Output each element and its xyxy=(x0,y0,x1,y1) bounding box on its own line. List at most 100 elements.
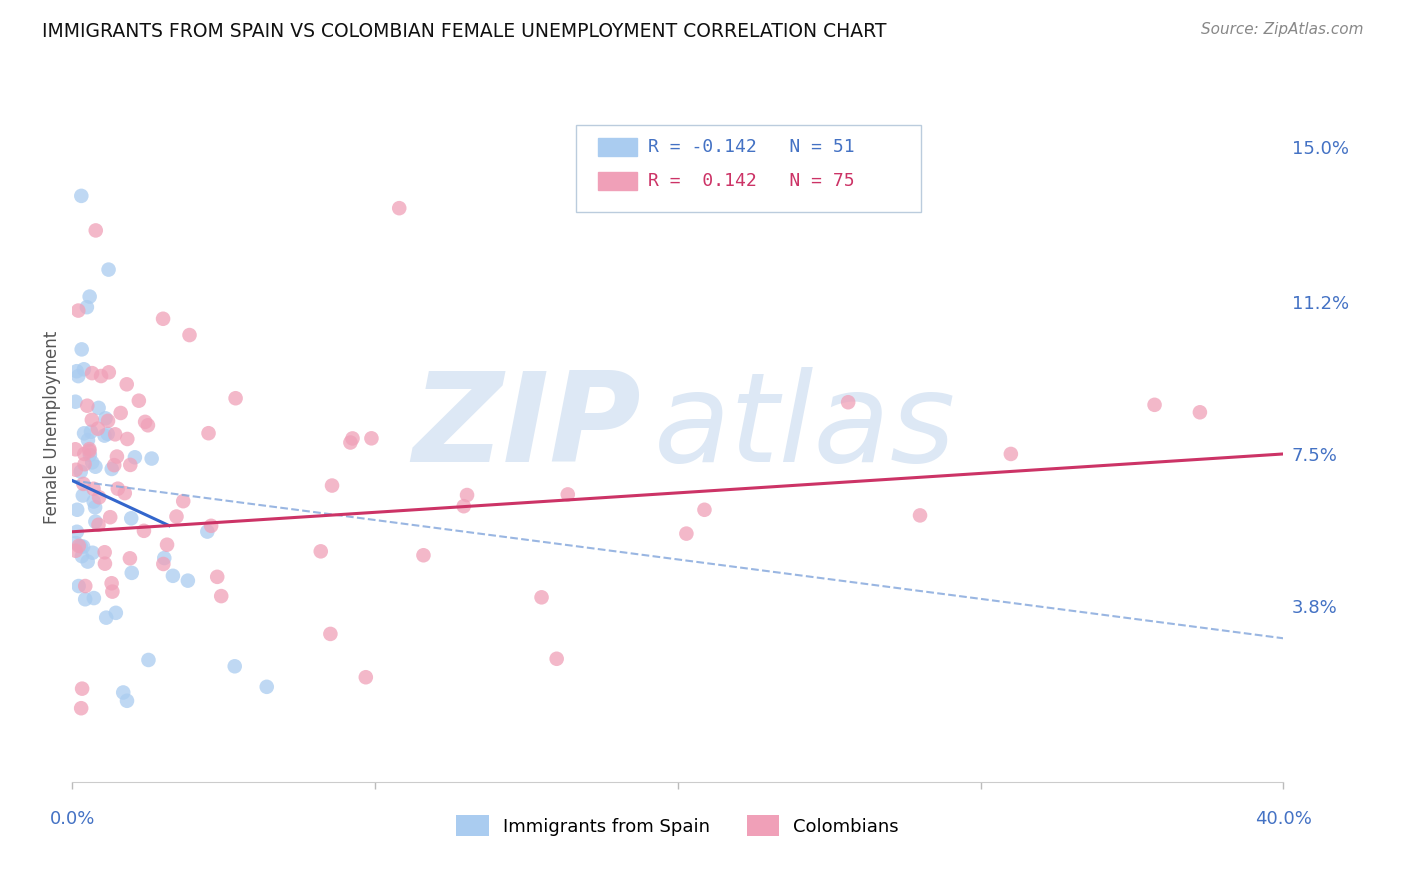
Point xyxy=(1000,447,1022,461)
Point xyxy=(412,548,434,562)
Point xyxy=(153,551,176,566)
Point xyxy=(70,343,93,357)
Point xyxy=(162,569,184,583)
Point xyxy=(136,418,159,433)
Point xyxy=(87,517,110,532)
Point xyxy=(93,545,115,559)
Point xyxy=(94,411,117,425)
Point xyxy=(75,592,97,607)
Point xyxy=(76,300,98,314)
Point xyxy=(156,538,179,552)
Point xyxy=(93,428,115,442)
Point xyxy=(195,524,218,539)
Point xyxy=(97,414,120,428)
Point xyxy=(557,487,579,501)
Point xyxy=(118,551,141,566)
Point xyxy=(321,478,343,492)
Text: Source: ZipAtlas.com: Source: ZipAtlas.com xyxy=(1201,22,1364,37)
Point xyxy=(112,685,135,699)
Point xyxy=(546,652,568,666)
Point xyxy=(69,465,91,479)
Point xyxy=(96,610,118,624)
Point xyxy=(152,311,174,326)
Point xyxy=(67,369,90,384)
Text: IMMIGRANTS FROM SPAIN VS COLOMBIAN FEMALE UNEMPLOYMENT CORRELATION CHART: IMMIGRANTS FROM SPAIN VS COLOMBIAN FEMAL… xyxy=(42,22,887,41)
Point xyxy=(104,606,127,620)
Point xyxy=(72,488,94,502)
Point xyxy=(67,303,90,318)
Point xyxy=(83,482,105,496)
Point xyxy=(693,502,716,516)
Point xyxy=(453,499,475,513)
Text: 0.0%: 0.0% xyxy=(49,810,96,828)
Point xyxy=(82,455,104,469)
Point xyxy=(73,362,96,376)
Point xyxy=(97,426,120,441)
Point xyxy=(82,546,104,560)
Point xyxy=(100,462,122,476)
Point xyxy=(76,399,98,413)
Point xyxy=(141,451,163,466)
Point xyxy=(79,444,101,458)
Point xyxy=(67,579,90,593)
Point xyxy=(87,401,110,415)
Point xyxy=(65,442,87,457)
Point xyxy=(75,579,97,593)
Point xyxy=(104,427,127,442)
Point xyxy=(70,701,93,715)
Point xyxy=(120,458,142,472)
Point xyxy=(121,566,143,580)
Point xyxy=(80,413,103,427)
Point xyxy=(65,394,87,409)
Point xyxy=(79,289,101,303)
Point xyxy=(256,680,278,694)
Point xyxy=(94,557,117,571)
Point xyxy=(80,425,103,439)
Point xyxy=(342,432,364,446)
Point xyxy=(66,524,89,539)
Point xyxy=(110,406,132,420)
Point xyxy=(319,627,342,641)
Text: R =  0.142   N = 75: R = 0.142 N = 75 xyxy=(648,172,855,190)
Point xyxy=(115,694,138,708)
Point xyxy=(69,539,91,553)
Point xyxy=(114,486,136,500)
Point xyxy=(87,422,110,436)
Point xyxy=(72,540,94,554)
Point xyxy=(101,584,124,599)
Point xyxy=(205,570,228,584)
Point xyxy=(67,539,90,553)
Point xyxy=(73,426,96,441)
Point xyxy=(87,491,110,505)
Point xyxy=(179,328,201,343)
Point xyxy=(70,189,93,203)
Point xyxy=(132,524,155,538)
Point xyxy=(90,369,112,384)
Point xyxy=(100,576,122,591)
Point xyxy=(166,509,188,524)
Point xyxy=(1188,405,1211,419)
Point xyxy=(65,463,87,477)
Point xyxy=(65,543,87,558)
Point xyxy=(1143,398,1166,412)
Point xyxy=(117,432,139,446)
Text: ZIP: ZIP xyxy=(413,367,641,488)
Point xyxy=(209,589,232,603)
Point xyxy=(66,502,89,516)
Point xyxy=(120,511,142,525)
Point xyxy=(309,544,332,558)
Point xyxy=(83,494,105,508)
Point xyxy=(84,500,107,515)
Point xyxy=(837,395,859,409)
Point xyxy=(105,450,128,464)
Point xyxy=(134,415,156,429)
Point xyxy=(197,426,219,441)
Point xyxy=(177,574,200,588)
Point xyxy=(84,515,107,529)
Point xyxy=(72,476,94,491)
Point xyxy=(224,659,246,673)
Point xyxy=(172,494,194,508)
Point xyxy=(675,526,697,541)
Text: R = -0.142   N = 51: R = -0.142 N = 51 xyxy=(648,138,855,156)
Point xyxy=(76,555,98,569)
